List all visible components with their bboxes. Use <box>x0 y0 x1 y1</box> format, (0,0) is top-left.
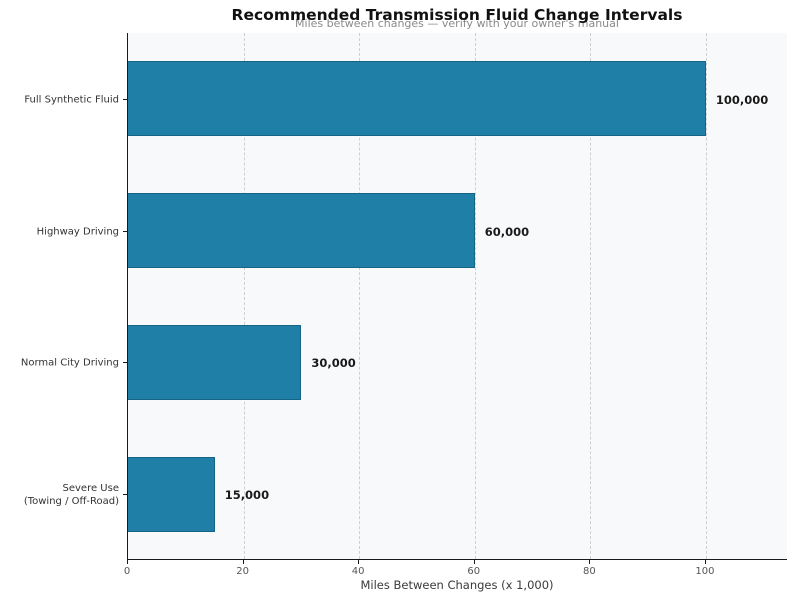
x-axis-title: Miles Between Changes (x 1,000) <box>360 578 554 592</box>
x-tick-mark <box>473 560 475 564</box>
x-tick-mark <box>704 560 706 564</box>
bar-3 <box>128 456 215 532</box>
x-tick-label: 0 <box>123 566 131 577</box>
bar-value-label: 100,000 <box>715 92 769 107</box>
y-axis-labels: Full Synthetic Fluid Highway Driving Norma… <box>0 33 127 560</box>
gridline <box>474 33 476 559</box>
x-tick-label: 40 <box>351 566 365 577</box>
y-tick-mark <box>123 362 127 364</box>
gridline <box>705 33 707 559</box>
y-tick-label: Severe Use (Towing / Off-Road) <box>23 483 119 508</box>
x-tick-label: 20 <box>236 566 249 577</box>
x-tick-mark <box>589 560 591 564</box>
gridline <box>243 33 245 559</box>
chart-title: Recommended Transmission Fluid Change In… <box>231 6 683 24</box>
x-tick-mark <box>358 560 360 564</box>
gridline <box>590 33 592 559</box>
y-tick-label: Normal City Driving <box>20 357 119 369</box>
gridline <box>359 33 361 559</box>
y-tick-mark <box>123 230 127 232</box>
x-tick-label: 60 <box>467 566 481 577</box>
y-tick-label: Full Synthetic Fluid <box>24 94 119 106</box>
chart-subtitle: Miles between changes — verify with your… <box>295 17 619 30</box>
bar-value-label: 30,000 <box>311 356 356 371</box>
chart-header: Miles between changes — verify with your… <box>127 0 787 32</box>
y-tick-label: Highway Driving <box>36 226 119 238</box>
y-tick-mark <box>123 494 127 496</box>
bar-1 <box>128 193 475 269</box>
x-tick-mark <box>242 560 244 564</box>
bar-value-label: 15,000 <box>224 488 270 503</box>
x-tick-mark <box>127 560 128 564</box>
bar-value-label: 60,000 <box>484 224 530 239</box>
y-tick-mark <box>123 98 127 100</box>
plot-area: 100,000 60,000 30,000 15,000 <box>127 33 787 560</box>
x-tick-label: 100 <box>695 566 715 577</box>
bar-2 <box>128 324 302 400</box>
x-tick-label: 80 <box>582 566 596 577</box>
bar-0 <box>128 61 706 137</box>
